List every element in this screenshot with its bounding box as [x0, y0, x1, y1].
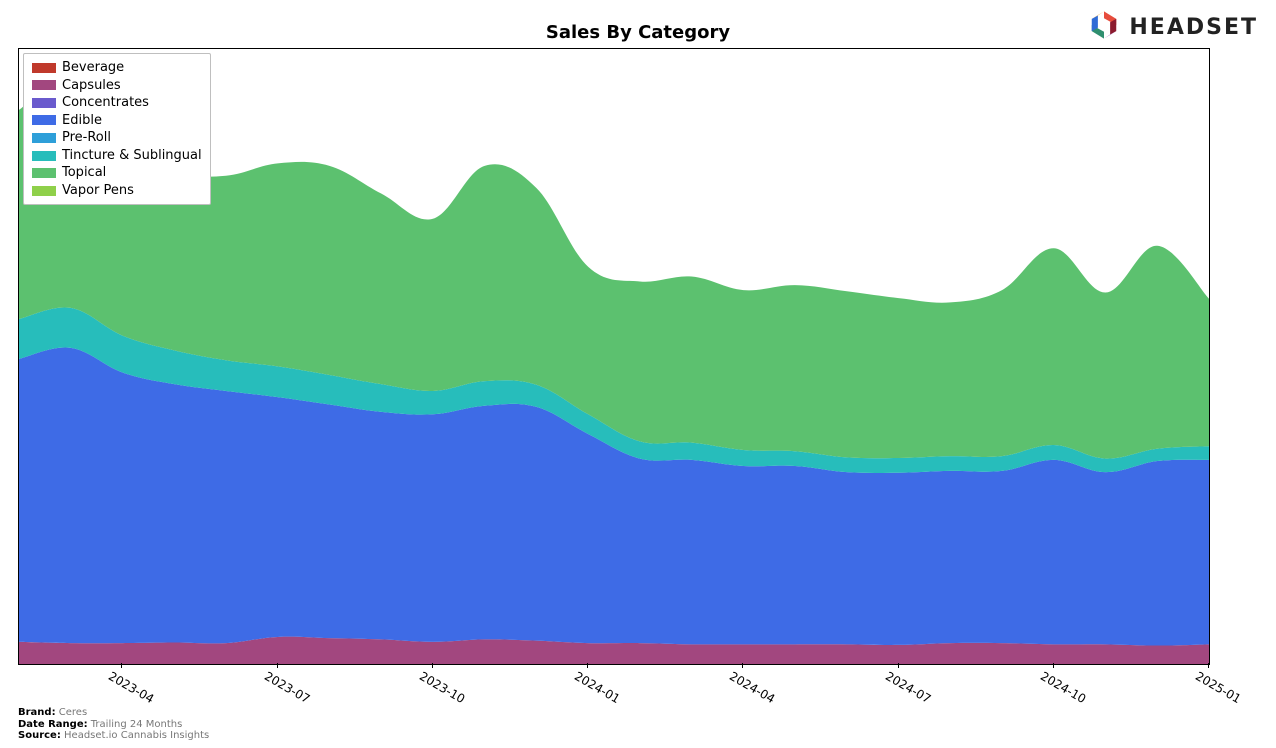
legend-label: Concentrates — [62, 94, 149, 112]
legend-item: Edible — [32, 112, 202, 130]
legend-swatch — [32, 115, 56, 125]
x-tick-label: 2023-04 — [106, 669, 156, 706]
legend-swatch — [32, 63, 56, 73]
x-tick-label: 2024-04 — [727, 669, 777, 706]
footer-brand-label: Brand: — [18, 707, 56, 718]
x-tick-label: 2023-07 — [262, 669, 312, 706]
legend-label: Edible — [62, 112, 102, 130]
legend-swatch — [32, 186, 56, 196]
legend-label: Beverage — [62, 59, 124, 77]
x-tick-label: 2024-01 — [572, 669, 622, 706]
footer-daterange-line: Date Range: Trailing 24 Months — [18, 719, 209, 731]
legend-swatch — [32, 133, 56, 143]
headset-logo-text: HEADSET — [1129, 15, 1258, 40]
legend-swatch — [32, 80, 56, 90]
legend-item: Vapor Pens — [32, 182, 202, 200]
x-tick-label: 2024-07 — [883, 669, 933, 706]
chart-plot-area: BeverageCapsulesConcentratesEdiblePre-Ro… — [18, 48, 1210, 665]
legend-label: Vapor Pens — [62, 182, 134, 200]
x-tick-label: 2024-10 — [1038, 669, 1088, 706]
chart-legend: BeverageCapsulesConcentratesEdiblePre-Ro… — [23, 53, 211, 205]
legend-label: Topical — [62, 164, 106, 182]
legend-item: Topical — [32, 164, 202, 182]
legend-item: Capsules — [32, 77, 202, 95]
footer-source-label: Source: — [18, 730, 61, 741]
headset-logo: HEADSET — [1087, 8, 1258, 46]
legend-item: Tincture & Sublingual — [32, 147, 202, 165]
legend-label: Tincture & Sublingual — [62, 147, 202, 165]
legend-item: Pre-Roll — [32, 129, 202, 147]
legend-label: Capsules — [62, 77, 121, 95]
legend-item: Concentrates — [32, 94, 202, 112]
footer-daterange-value: Trailing 24 Months — [91, 719, 183, 730]
footer-brand-value: Ceres — [59, 707, 87, 718]
footer-source-line: Source: Headset.io Cannabis Insights — [18, 730, 209, 742]
x-tick-label: 2023-10 — [417, 669, 467, 706]
footer-daterange-label: Date Range: — [18, 719, 88, 730]
legend-label: Pre-Roll — [62, 129, 111, 147]
chart-footer: Brand: Ceres Date Range: Trailing 24 Mon… — [18, 707, 209, 742]
chart-title: Sales By Category — [0, 22, 1276, 43]
legend-swatch — [32, 168, 56, 178]
footer-brand-line: Brand: Ceres — [18, 707, 209, 719]
legend-item: Beverage — [32, 59, 202, 77]
headset-logo-icon — [1087, 8, 1121, 46]
legend-swatch — [32, 98, 56, 108]
legend-swatch — [32, 151, 56, 161]
x-tick-label: 2025-01 — [1193, 669, 1243, 706]
footer-source-value: Headset.io Cannabis Insights — [64, 730, 209, 741]
